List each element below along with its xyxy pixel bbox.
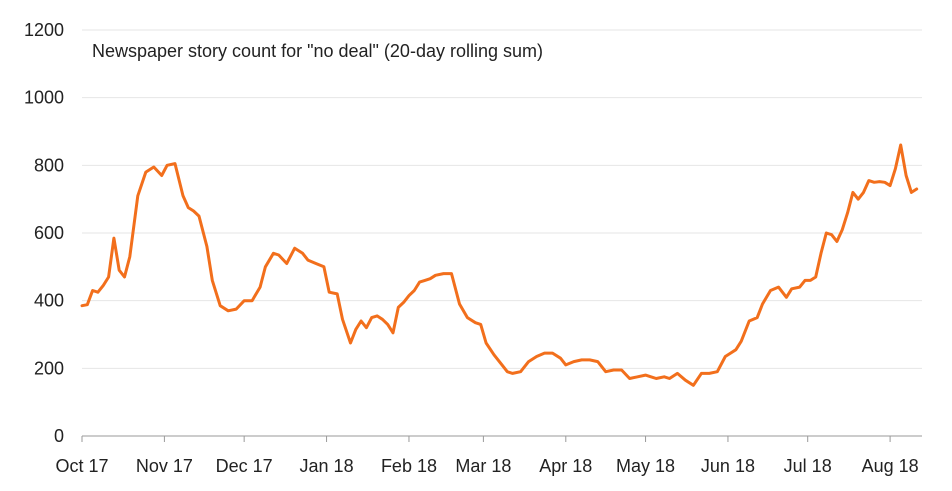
y-tick-label: 600 [34, 223, 64, 243]
x-tick-label: Mar 18 [455, 456, 511, 476]
x-tick-label: Oct 17 [55, 456, 108, 476]
x-tick-label: Apr 18 [539, 456, 592, 476]
x-tick-label: Jun 18 [701, 456, 755, 476]
y-tick-label: 400 [34, 291, 64, 311]
y-tick-label: 1200 [24, 20, 64, 40]
chart-title: Newspaper story count for "no deal" (20-… [92, 41, 543, 61]
y-tick-label: 800 [34, 155, 64, 175]
y-tick-label: 0 [54, 426, 64, 446]
x-tick-label: Dec 17 [216, 456, 273, 476]
x-tick-label: Jan 18 [300, 456, 354, 476]
x-tick-label: Feb 18 [381, 456, 437, 476]
x-tick-label: May 18 [616, 456, 675, 476]
y-tick-label: 1000 [24, 88, 64, 108]
x-tick-label: Aug 18 [862, 456, 919, 476]
gridlines [82, 29, 922, 369]
series-line [80, 143, 919, 387]
y-axis: 0 200 400 600 800 1000 1200 [24, 20, 64, 446]
x-axis: Oct 17 Nov 17 Dec 17 Jan 18 Feb 18 Mar 18 Apr … [55, 435, 922, 476]
x-tick-label: Jul 18 [784, 456, 832, 476]
x-tick-label: Nov 17 [136, 456, 193, 476]
y-tick-label: 200 [34, 358, 64, 378]
